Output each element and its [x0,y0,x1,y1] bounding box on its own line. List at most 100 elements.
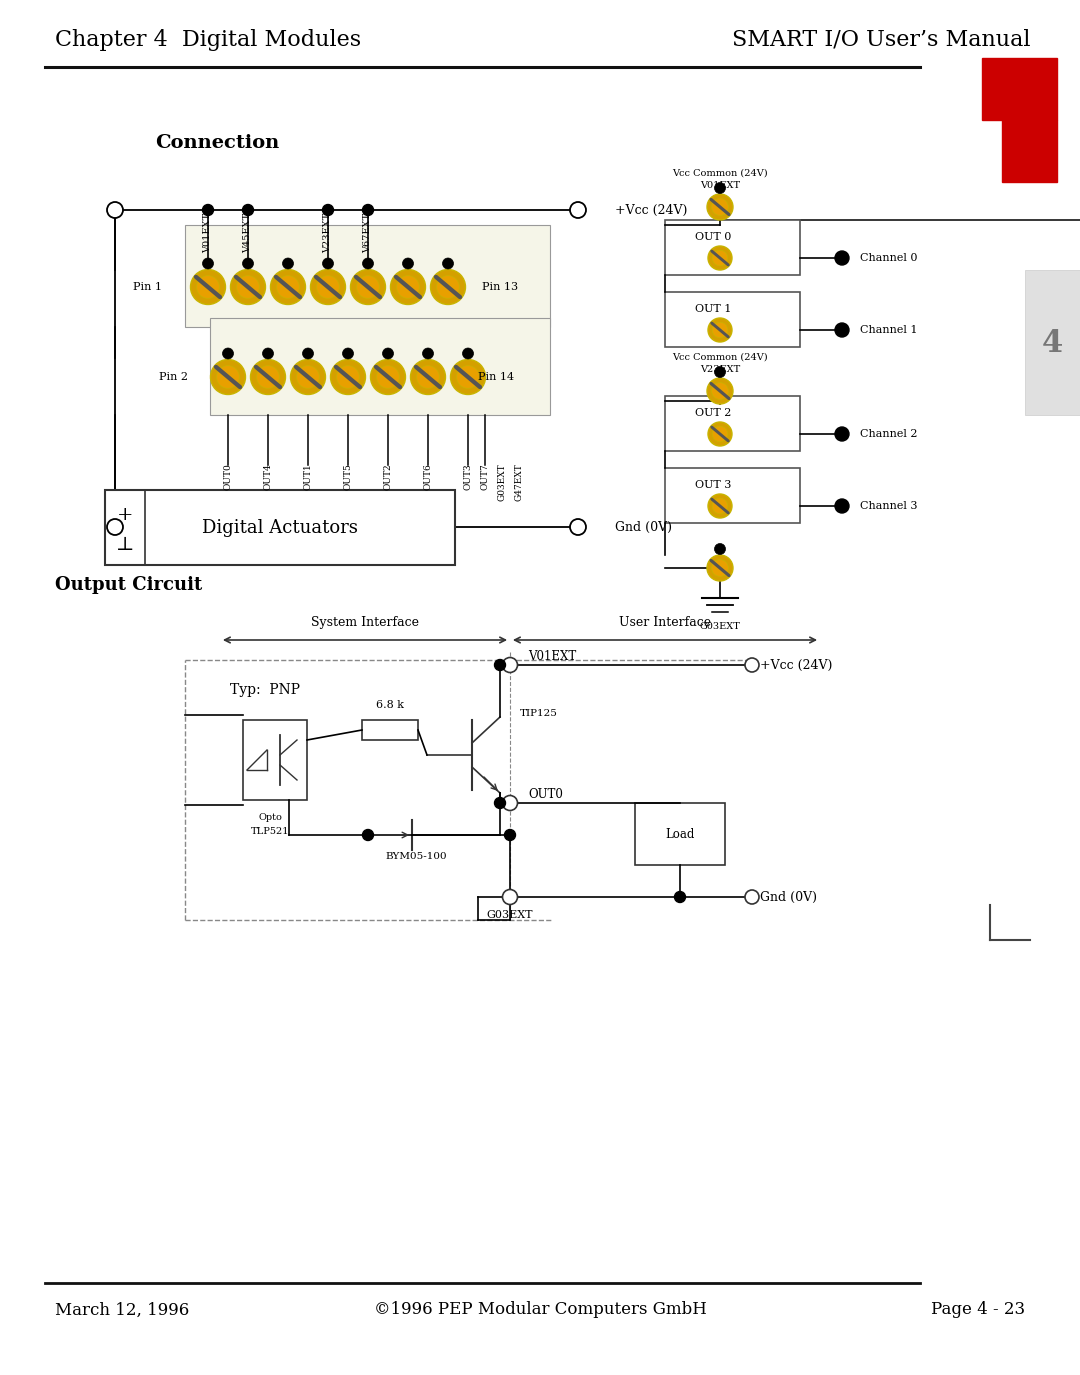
Text: V67EXT: V67EXT [364,213,373,253]
Bar [665,292,800,346]
Text: OUT4: OUT4 [264,463,272,490]
Circle shape [502,796,517,810]
Circle shape [495,798,505,808]
Circle shape [363,829,374,840]
Text: Digital Actuators: Digital Actuators [202,518,357,538]
Text: OUT6: OUT6 [423,463,432,490]
Text: V45EXT: V45EXT [243,213,253,253]
Text: G03EXT: G03EXT [498,463,507,500]
Text: ©1996 PEP Modular Computers GmbH: ©1996 PEP Modular Computers GmbH [374,1302,706,1319]
Circle shape [363,205,374,216]
Bar [665,468,800,522]
Text: +: + [117,506,133,524]
Text: Pin 2: Pin 2 [159,373,188,382]
Circle shape [504,829,515,840]
Circle shape [417,366,440,388]
Text: OUT 3: OUT 3 [696,480,731,489]
Circle shape [835,323,849,337]
Circle shape [422,348,433,359]
Text: System Interface: System Interface [311,616,419,628]
Bar [1025,270,1080,415]
Circle shape [203,258,214,270]
Circle shape [502,890,517,905]
Text: V01EXT: V01EXT [528,650,577,664]
Circle shape [715,367,726,378]
Circle shape [708,422,732,446]
Circle shape [217,366,240,388]
Circle shape [107,202,123,219]
Circle shape [712,198,728,216]
Text: Vcc Common (24V): Vcc Common (24V) [672,169,768,177]
Text: +Vcc (24V): +Vcc (24V) [615,204,687,216]
Circle shape [502,657,517,672]
Text: Channel 0: Channel 0 [860,253,918,263]
Circle shape [712,322,728,338]
Bar [185,226,550,327]
Text: OUT7: OUT7 [481,463,489,490]
Circle shape [495,660,505,671]
Circle shape [243,258,254,270]
Bar [665,220,800,275]
Text: Opto: Opto [258,814,282,822]
Circle shape [211,359,245,395]
Circle shape [707,378,733,404]
Text: OUT1: OUT1 [303,463,312,490]
Circle shape [251,359,285,395]
Text: OUT3: OUT3 [463,463,473,490]
Text: G03EXT: G03EXT [700,622,741,631]
Circle shape [297,366,320,388]
Circle shape [203,205,214,216]
Circle shape [370,359,405,395]
Bar [362,720,418,740]
Bar [665,396,800,451]
Circle shape [107,518,123,535]
Circle shape [302,348,313,359]
Circle shape [712,560,728,576]
Text: TIP125: TIP125 [519,708,558,718]
Circle shape [356,275,379,298]
Circle shape [276,275,299,298]
Bar [982,58,1057,120]
Circle shape [712,426,728,441]
Circle shape [363,258,374,270]
Circle shape [712,382,728,400]
Circle shape [330,359,365,395]
Circle shape [257,366,280,388]
Text: V23EXT: V23EXT [324,213,333,253]
Circle shape [745,659,759,672]
Text: TLP521: TLP521 [251,828,289,836]
Circle shape [291,359,325,395]
Text: 6.8 k: 6.8 k [376,700,404,710]
Circle shape [410,359,446,395]
Circle shape [712,498,728,514]
Text: Gnd (0V): Gnd (0V) [615,521,672,534]
Text: Pin 13: Pin 13 [482,282,518,292]
Text: Pin 1: Pin 1 [133,282,162,292]
Circle shape [396,275,419,298]
Text: OUT5: OUT5 [343,463,352,490]
Text: V23EXT: V23EXT [700,364,740,374]
Bar [105,490,455,565]
Circle shape [675,891,686,902]
Circle shape [462,348,473,359]
Circle shape [243,205,254,216]
Circle shape [450,359,486,395]
Circle shape [835,499,849,513]
Text: Load: Load [665,828,694,840]
Circle shape [835,252,849,265]
Text: Page 4 - 23: Page 4 - 23 [931,1302,1025,1319]
Text: Pin 14: Pin 14 [478,373,514,382]
Circle shape [283,258,294,270]
Bar [1002,120,1057,182]
Circle shape [230,270,266,304]
Circle shape [707,194,733,220]
Circle shape [431,270,465,304]
Text: OUT 2: OUT 2 [696,408,731,418]
Text: Connection: Connection [156,133,280,153]
Text: OUT2: OUT2 [383,463,392,490]
Circle shape [443,258,454,270]
Circle shape [712,250,728,265]
Circle shape [262,348,273,359]
Circle shape [337,366,360,388]
Text: ⊥: ⊥ [116,536,134,554]
